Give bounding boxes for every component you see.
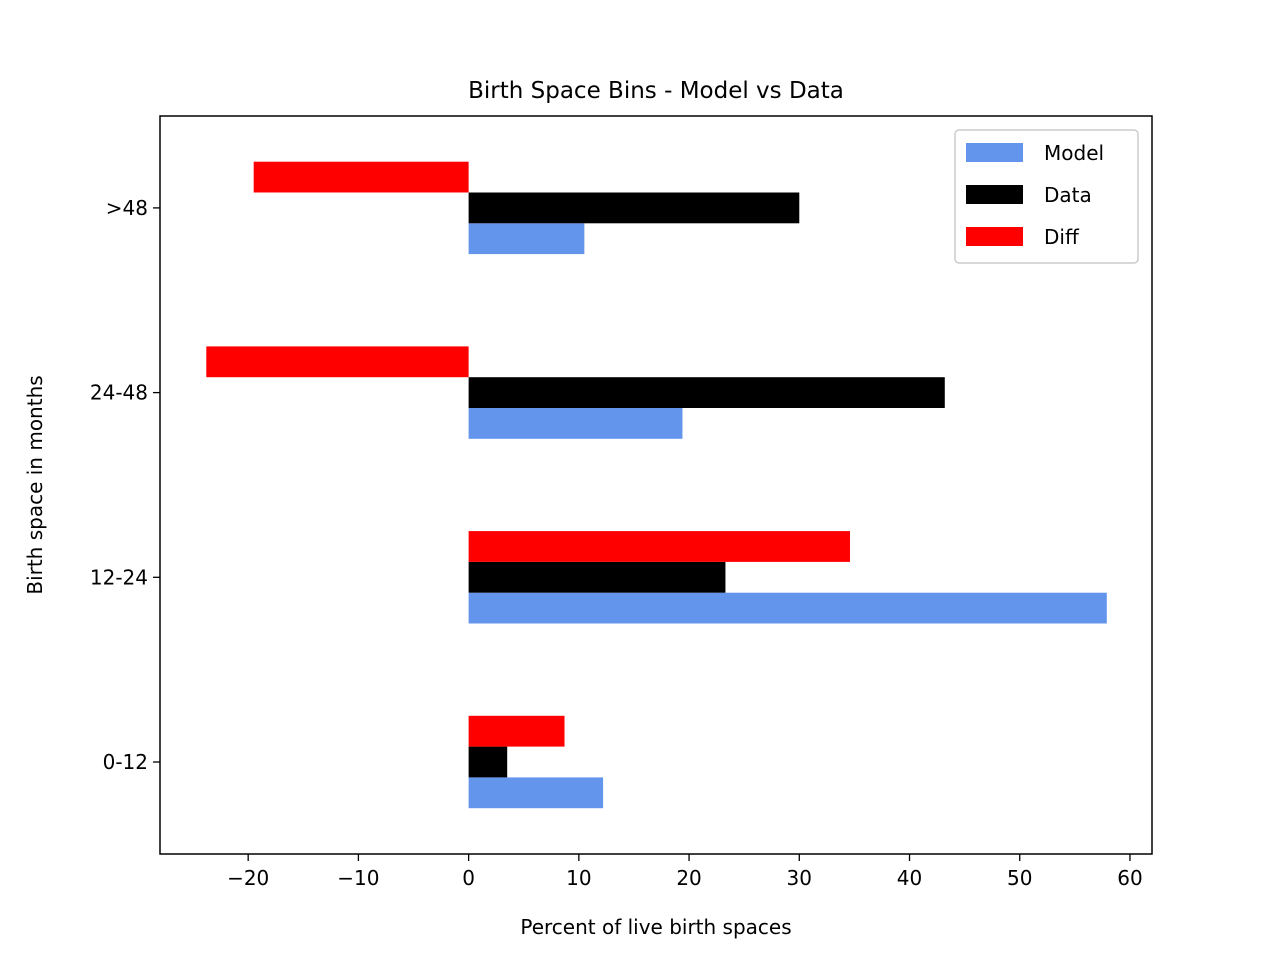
x-tick-label-6: 40 <box>897 866 922 890</box>
legend-swatch-diff <box>966 227 1023 246</box>
x-tick-label-3: 10 <box>566 866 591 890</box>
bar-data-1 <box>468 561 726 593</box>
y-tick-label-1: 12-24 <box>90 565 148 589</box>
x-tick-label-5: 30 <box>787 866 812 890</box>
x-tick-label-2: 0 <box>462 866 475 890</box>
bar-data-3 <box>468 192 800 224</box>
bar-diff-3 <box>253 161 469 193</box>
bar-data-0 <box>468 746 508 778</box>
x-tick-label-7: 50 <box>1007 866 1032 890</box>
bar-model-2 <box>468 408 683 439</box>
x-axis-label: Percent of live birth spaces <box>520 915 791 939</box>
legend-swatch-model <box>966 143 1023 162</box>
legend-label-diff: Diff <box>1044 225 1080 249</box>
bar-model-3 <box>468 223 585 255</box>
bars-group <box>206 161 1107 809</box>
legend-swatch-data <box>966 185 1023 204</box>
legend-label-data: Data <box>1044 183 1092 207</box>
bar-diff-1 <box>468 531 850 562</box>
plot-frame <box>159 115 1153 855</box>
legend: Model Data Diff <box>954 129 1139 264</box>
bar-diff-2 <box>206 346 469 378</box>
chart-title: Birth Space Bins - Model vs Data <box>468 78 844 104</box>
bar-model-1 <box>468 592 1107 624</box>
bar-diff-0 <box>468 715 565 747</box>
y-tick-label-2: 24-48 <box>90 381 148 405</box>
x-ticks-group: −20 −10 0 10 20 30 40 50 60 <box>227 854 1143 890</box>
x-tick-label-0: −20 <box>227 866 269 890</box>
legend-label-model: Model <box>1044 141 1104 165</box>
x-tick-label-4: 20 <box>676 866 701 890</box>
y-tick-label-0: 0-12 <box>103 750 148 774</box>
bar-data-2 <box>468 377 945 408</box>
bar-model-0 <box>468 777 604 809</box>
x-tick-label-1: −10 <box>337 866 379 890</box>
y-tick-label-3: >48 <box>106 196 148 220</box>
y-ticks-group: 0-12 12-24 24-48 >48 <box>90 196 160 774</box>
x-tick-label-8: 60 <box>1117 866 1142 890</box>
y-axis-label: Birth space in months <box>23 375 47 594</box>
